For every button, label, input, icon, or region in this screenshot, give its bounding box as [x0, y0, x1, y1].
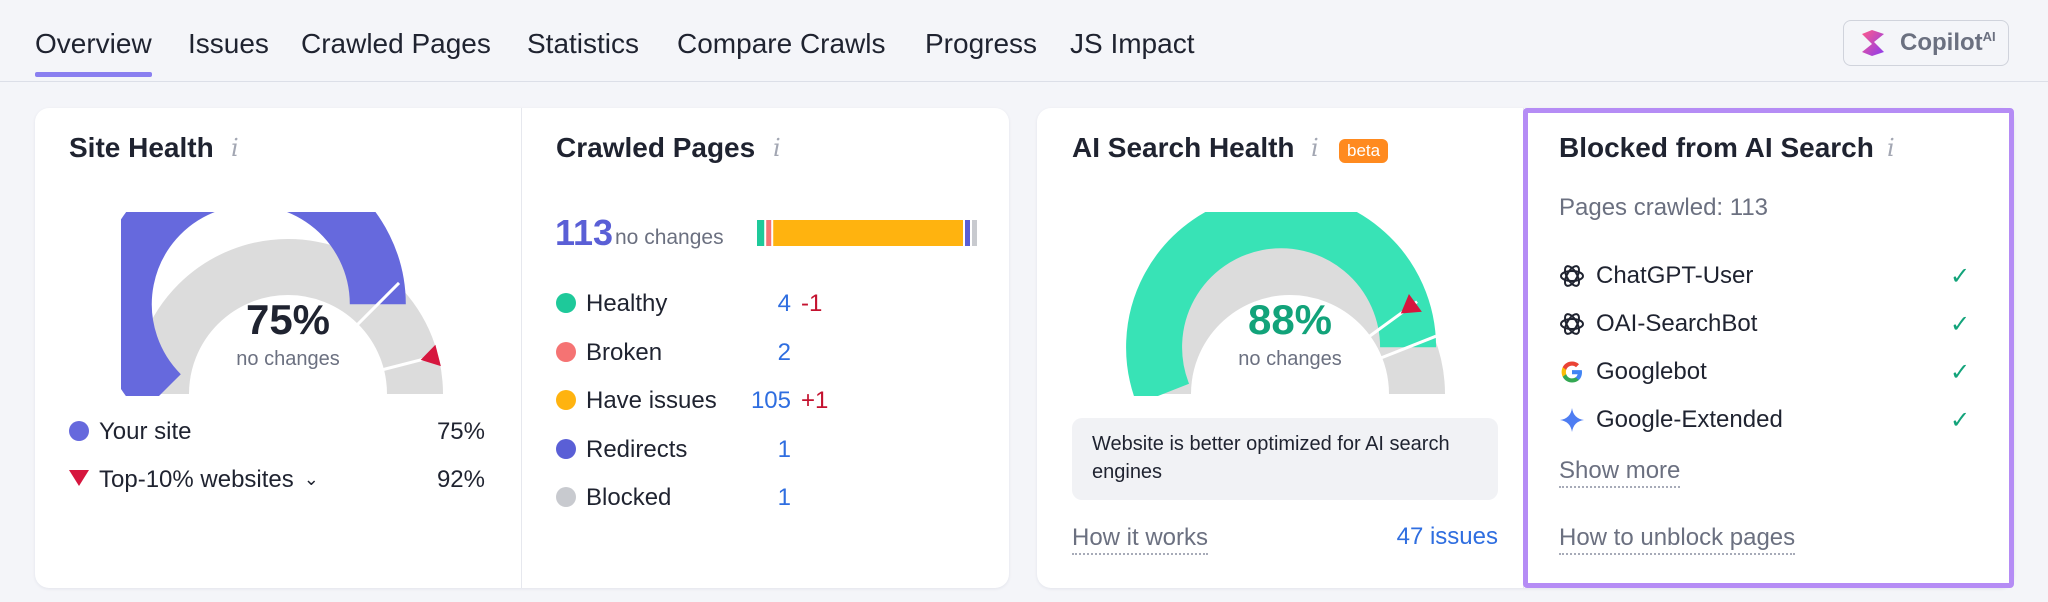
tab-crawled-pages[interactable]: Crawled Pages	[301, 28, 491, 59]
ai-search-health-gauge	[1126, 212, 1445, 396]
ai-search-health-sub: no changes	[1238, 348, 1342, 370]
tab-js-impact[interactable]: JS Impact	[1070, 28, 1195, 59]
chevron-down-icon[interactable]: ⌄	[303, 469, 319, 489]
crawled-row-value[interactable]: 1	[777, 484, 791, 511]
site-gauge-fill	[121, 212, 406, 396]
ai-gauge-fill	[1126, 212, 1437, 396]
crawled-row-delta: +1	[801, 387, 829, 414]
crawled-row-value[interactable]: 1	[777, 435, 791, 463]
status-dot	[556, 293, 576, 313]
legend-top-10-websites[interactable]: Top-10% websites ⌄	[69, 466, 319, 494]
google-icon	[1561, 361, 1582, 383]
copilot-label: CopilotAI	[1900, 29, 1996, 56]
copilot-button[interactable]: CopilotAI	[1843, 20, 2009, 66]
crawled-row-have-issues[interactable]: Have issues	[556, 387, 717, 415]
crawled-row-value[interactable]: 105	[750, 387, 791, 414]
your-site-dot	[69, 421, 89, 441]
legend-your-site: Your site	[69, 418, 192, 446]
openai-icon	[1560, 265, 1584, 287]
blocked-ai-title: Blocked from AI Search	[1559, 132, 1874, 163]
tab-bar: Overview Issues Crawled Pages Statistics…	[0, 0, 2048, 82]
status-dot	[556, 487, 576, 507]
issues-link[interactable]: 47 issues	[1396, 523, 1498, 550]
crawled-pages-info-icon[interactable]: i	[773, 134, 781, 162]
bot-chatgpt-user: ChatGPT-User	[1558, 262, 1753, 290]
crawled-row-blocked[interactable]: Blocked	[556, 484, 671, 512]
pages-crawled-label: Pages crawled: 113	[1559, 194, 1769, 221]
ai-gauge-marker	[1400, 293, 1422, 314]
bar-segment-broken[interactable]	[766, 220, 772, 246]
how-to-unblock-link[interactable]: How to unblock pages	[1559, 523, 1796, 555]
site-health-info-icon[interactable]: i	[231, 134, 239, 162]
top-10-marker-icon	[69, 470, 89, 486]
crawled-row-delta: -1	[801, 290, 823, 317]
bot-oai-searchbot: OAI-SearchBot	[1558, 310, 1757, 338]
check-icon: ✓	[1950, 407, 1971, 434]
crawled-pages-title: Crawled Pages	[556, 132, 756, 163]
card-divider	[521, 108, 522, 588]
gauge-separator	[355, 281, 401, 327]
ai-search-card: AI Search Health i beta 88% no changes W…	[1037, 108, 2014, 588]
site-overview-card: Site Health i 75% no changes Your site 7…	[35, 108, 1009, 588]
your-site-value: 75%	[436, 418, 485, 445]
check-icon: ✓	[1950, 311, 1971, 338]
crawled-row-healthy[interactable]: Healthy	[556, 290, 667, 318]
bot-google-extended: Google-Extended	[1558, 406, 1783, 434]
status-dot	[556, 341, 576, 362]
blocked-ai-info-icon[interactable]: i	[1887, 134, 1895, 162]
status-dot	[556, 438, 576, 459]
crawled-pages-bar	[757, 220, 977, 246]
site-health-sub: no changes	[236, 348, 340, 370]
crawled-pages-total[interactable]: 113	[555, 212, 614, 253]
crawled-row-broken[interactable]: Broken	[556, 339, 662, 367]
crawled-pages-sub: no changes	[615, 226, 724, 249]
top-10-value: 92%	[436, 466, 485, 493]
ai-search-health-value: 88%	[1247, 296, 1333, 343]
how-it-works-link[interactable]: How it works	[1072, 523, 1209, 555]
tab-statistics[interactable]: Statistics	[527, 28, 640, 59]
site-health-value: 75%	[245, 296, 331, 343]
bar-segment-redirects[interactable]	[965, 220, 970, 246]
check-icon: ✓	[1950, 359, 1971, 386]
bot-googlebot: Googlebot	[1558, 358, 1707, 386]
beta-badge: beta	[1339, 139, 1389, 163]
crawled-row-redirects[interactable]: Redirects	[556, 436, 687, 464]
status-dot	[556, 390, 576, 410]
ai-search-info-icon[interactable]: i	[1311, 134, 1319, 162]
tab-progress[interactable]: Progress	[925, 28, 1038, 59]
site-gauge-track	[133, 239, 443, 395]
ai-search-health-title: AI Search Health	[1072, 132, 1295, 163]
gauge-separator	[1379, 334, 1437, 360]
bar-segment-healthy[interactable]	[757, 220, 765, 246]
check-icon: ✓	[1950, 263, 1971, 290]
tab-compare-crawls[interactable]: Compare Crawls	[677, 28, 886, 59]
show-more-link[interactable]: Show more	[1559, 456, 1681, 488]
crawled-row-value[interactable]: 2	[777, 338, 791, 366]
tab-overview[interactable]: Overview	[35, 26, 152, 77]
card-divider-ai	[1523, 108, 1524, 588]
site-health-title: Site Health	[69, 132, 214, 163]
ai-health-note: Website is better optimized for AI searc…	[1072, 418, 1498, 500]
site-health-gauge	[121, 212, 443, 396]
tab-issues[interactable]: Issues	[188, 28, 269, 59]
crawled-row-value[interactable]: 4	[777, 290, 791, 317]
competitor-marker	[420, 344, 441, 367]
bar-segment-have-issues[interactable]	[773, 220, 963, 246]
openai-icon	[1560, 313, 1584, 335]
copilot-icon	[1862, 30, 1884, 56]
gemini-icon	[1560, 408, 1584, 432]
bar-segment-blocked[interactable]	[972, 220, 977, 246]
